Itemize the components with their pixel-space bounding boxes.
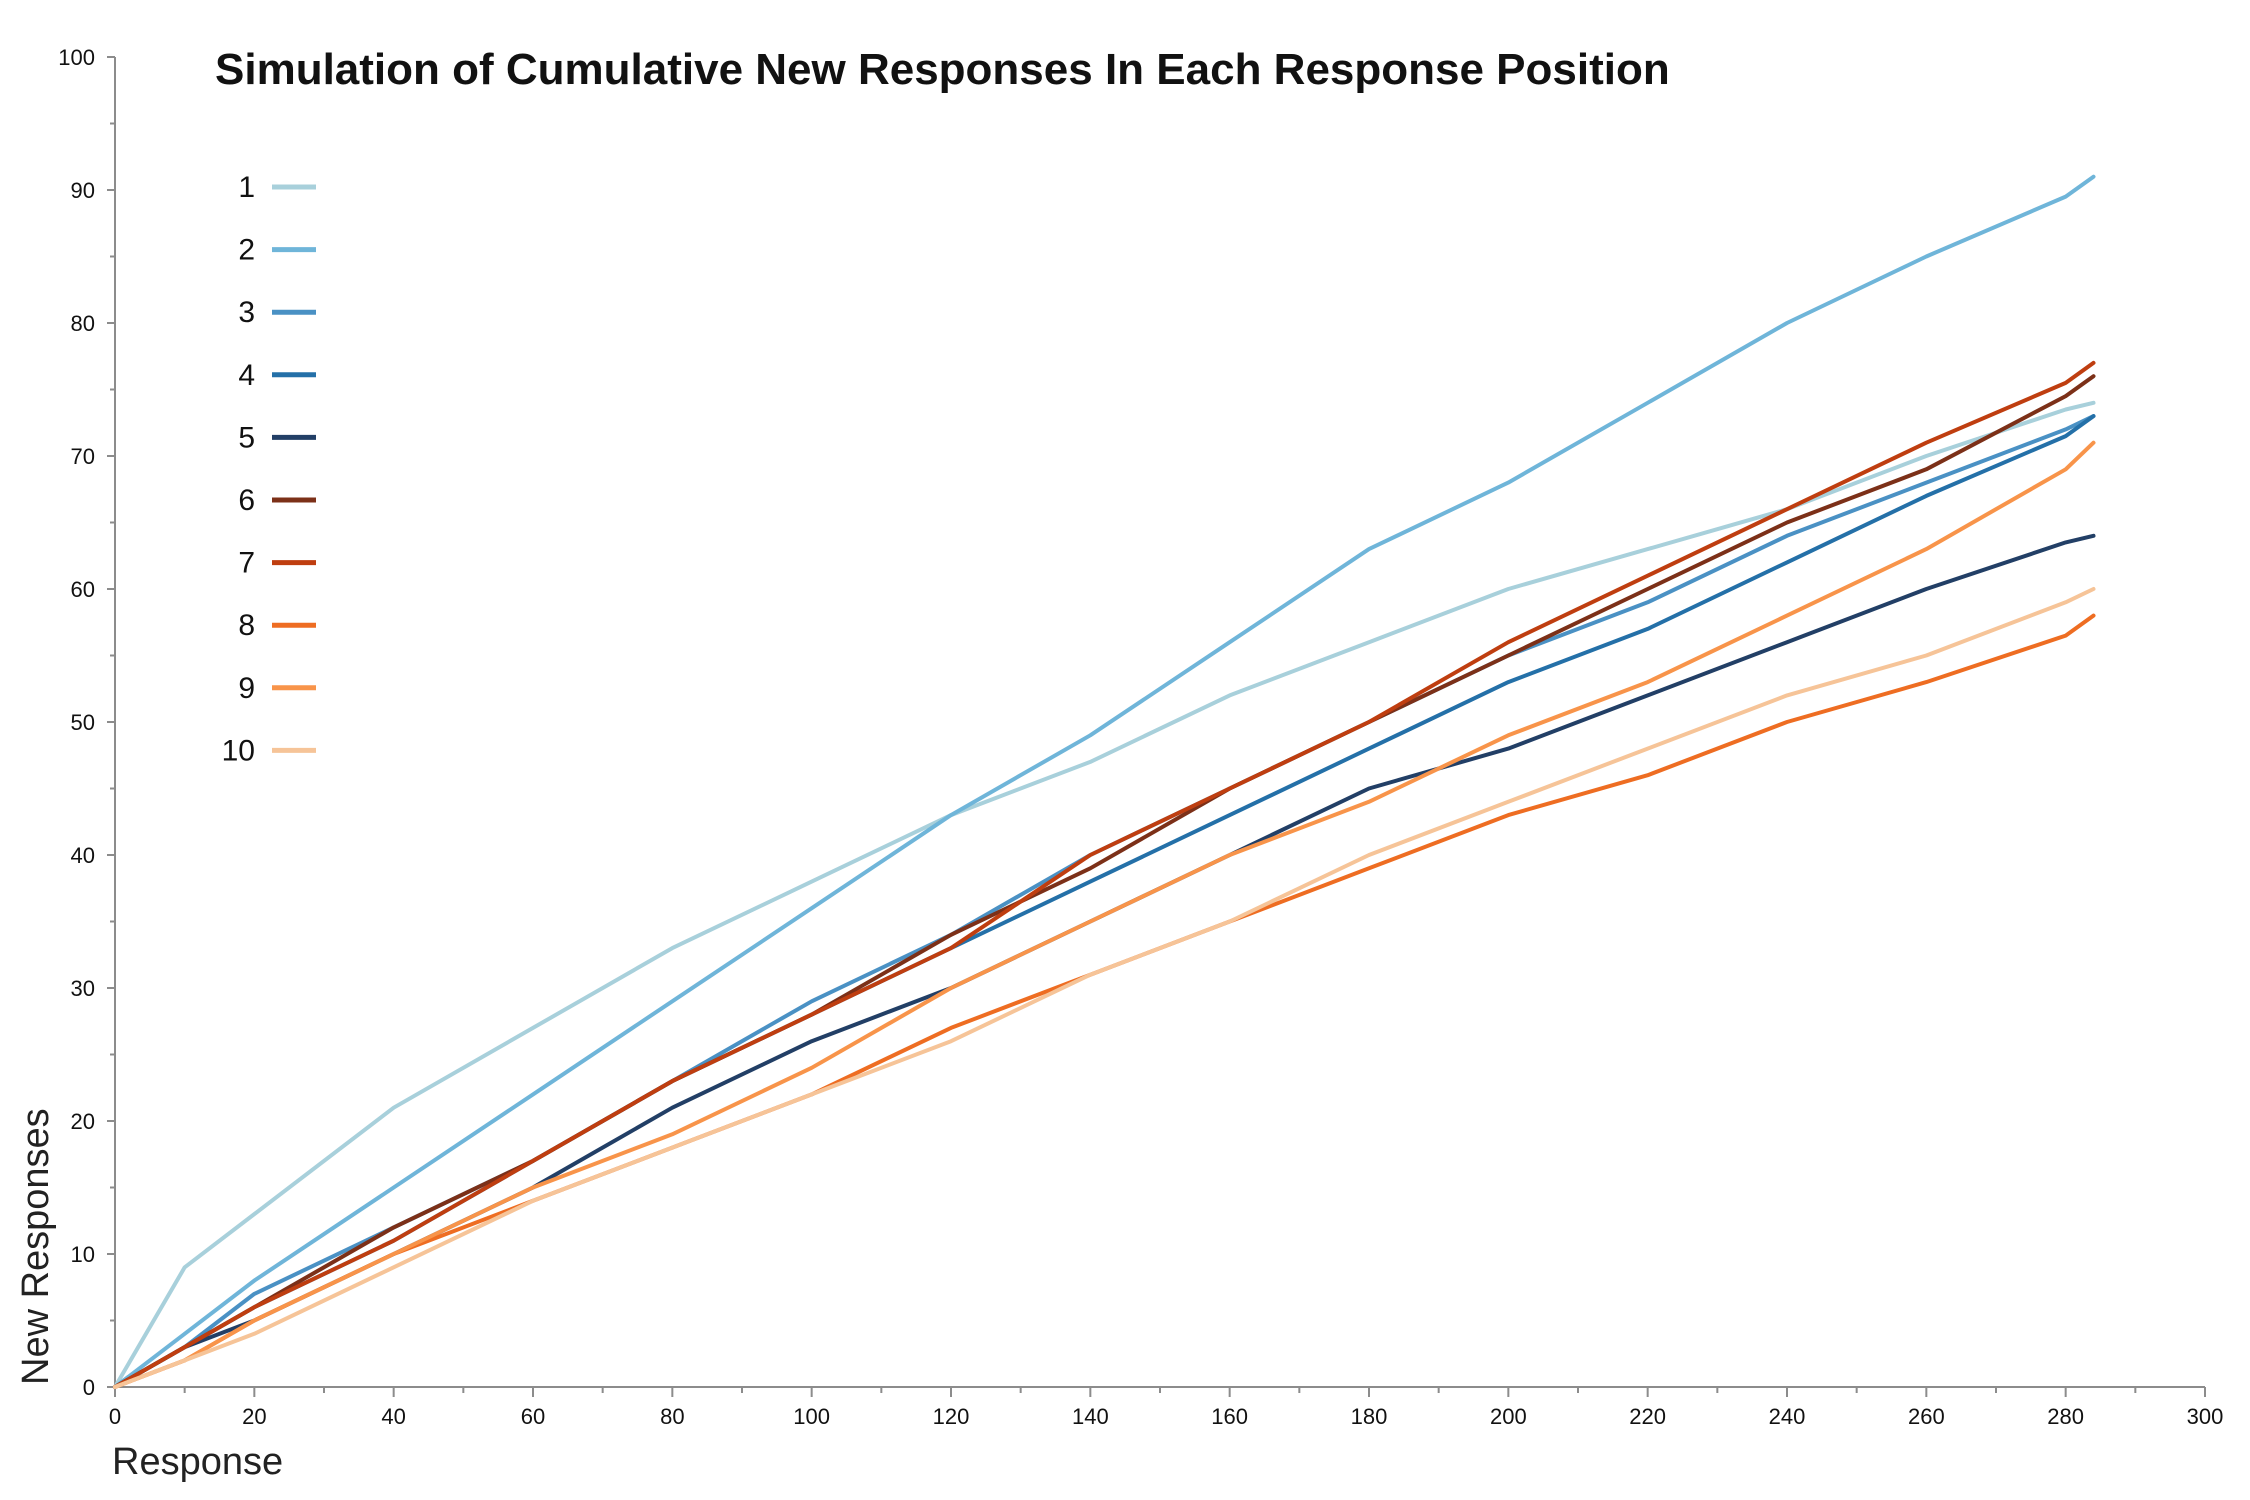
series-layer	[113, 174, 2096, 1389]
legend-label-3: 3	[238, 296, 255, 329]
legend-label-7: 7	[238, 547, 255, 580]
y-tick-label: 40	[71, 843, 95, 868]
series-line-4	[113, 414, 2096, 1389]
y-tick-label: 10	[71, 1242, 95, 1267]
series-line-2	[113, 174, 2096, 1389]
series-line-8	[113, 613, 2096, 1389]
y-tick-label: 30	[71, 976, 95, 1001]
x-tick-label: 160	[1211, 1404, 1248, 1429]
series-line-3	[113, 414, 2096, 1389]
x-tick-label: 240	[1769, 1404, 1806, 1429]
legend-label-9: 9	[238, 672, 255, 705]
series-line-1	[113, 400, 2096, 1389]
x-tick-label: 100	[793, 1404, 830, 1429]
x-tick-label: 20	[242, 1404, 266, 1429]
x-tick-label: 140	[1072, 1404, 1109, 1429]
legend-label-4: 4	[238, 359, 255, 392]
series-line-7	[113, 360, 2096, 1389]
y-tick-label: 90	[71, 178, 95, 203]
y-axis-label: New Responses	[15, 1108, 57, 1385]
x-tick-label: 260	[1908, 1404, 1945, 1429]
legend-label-10: 10	[222, 734, 255, 767]
x-tick-label: 280	[2047, 1404, 2084, 1429]
x-tick-label: 60	[521, 1404, 545, 1429]
y-tick-label: 80	[71, 311, 95, 336]
x-tick-label: 80	[660, 1404, 684, 1429]
x-tick-label: 180	[1351, 1404, 1388, 1429]
x-tick-label: 0	[109, 1404, 121, 1429]
chart-title: Simulation of Cumulative New Responses I…	[215, 45, 1670, 94]
x-tick-label: 120	[933, 1404, 970, 1429]
legend-label-8: 8	[238, 609, 255, 642]
y-tick-label: 60	[71, 577, 95, 602]
legend-label-6: 6	[238, 484, 255, 517]
x-tick-label: 40	[381, 1404, 405, 1429]
legend-label-1: 1	[238, 171, 255, 204]
x-tick-label: 200	[1490, 1404, 1527, 1429]
y-tick-label: 0	[83, 1375, 95, 1400]
series-line-9	[113, 440, 2096, 1389]
legend: 1 2 3 4 5 6 7 8 9 10	[222, 171, 316, 767]
y-tick-label: 50	[71, 710, 95, 735]
legend-label-5: 5	[238, 421, 255, 454]
y-tick-label: 70	[71, 444, 95, 469]
x-axis-label: Response	[112, 1441, 283, 1483]
legend-label-2: 2	[238, 234, 255, 267]
y-tick-label: 100	[58, 45, 95, 70]
y-tick-label: 20	[71, 1109, 95, 1134]
series-line-10	[113, 587, 2096, 1389]
x-tick-label: 300	[2187, 1404, 2224, 1429]
axes: 0 10 20 30 40 50 60 70 80 90 100 0 20 40 60 80 100 120 140…	[58, 45, 2223, 1429]
series-line-6	[113, 374, 2096, 1389]
x-tick-label: 220	[1629, 1404, 1666, 1429]
